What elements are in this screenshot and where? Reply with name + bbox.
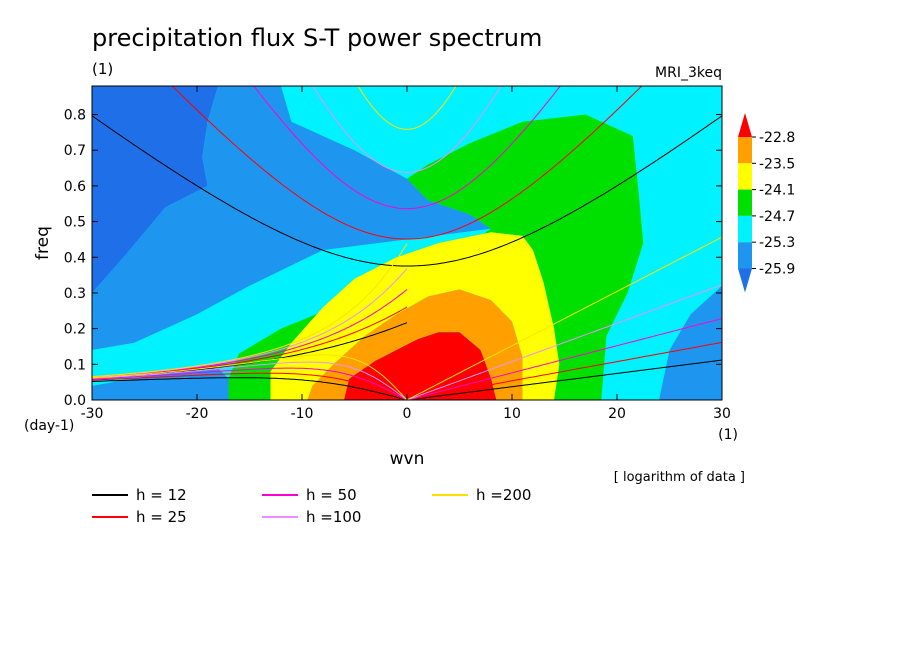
colorbar-box: [738, 242, 752, 269]
x-tick-label: 0: [403, 406, 412, 422]
dispersion-curve-h25-0: [406, 341, 722, 400]
legend-label-h25: h = 25: [136, 508, 187, 526]
contour-region-7: [270, 232, 560, 400]
chart-title: precipitation flux S-T power spectrum: [92, 24, 542, 52]
dispersion-curve-h25-1: [171, 86, 643, 240]
x-tick-label: -10: [291, 406, 314, 422]
dispersion-curve-h50-3: [92, 367, 408, 400]
dispersion-curves: [92, 86, 722, 400]
x-tick-label: 10: [503, 406, 521, 422]
colorbar-box: [738, 215, 752, 243]
contour-fills: [92, 86, 722, 400]
contour-region-1: [92, 86, 491, 350]
y-axis-label: freq: [33, 226, 53, 260]
x-tick-label: -20: [186, 406, 209, 422]
colorbar-label: -25.3: [759, 235, 795, 251]
chart-subtitle: (1): [92, 60, 113, 78]
y-tick-label: 0.5: [64, 215, 86, 231]
y-tick-label: 0.0: [64, 393, 86, 409]
model-label: MRI_3keq: [655, 65, 722, 81]
colorbar-label: -24.7: [759, 209, 795, 225]
colorbar-box: [738, 137, 752, 164]
colorbar-box: [738, 189, 752, 216]
dispersion-curve-h12-1: [92, 115, 722, 267]
legend: h = 12 h = 25 h = 50 h =100 h =200: [92, 486, 531, 526]
colorbar-label: -22.8: [759, 130, 795, 146]
y-tick-label: 0.8: [64, 108, 86, 124]
y-axis: 0.0 0.1 0.2 0.3 0.4 0.5 0.6 0.7 0.8: [64, 108, 722, 409]
dispersion-curve-h200-0: [406, 236, 722, 400]
contour-region-2: [92, 367, 229, 400]
y-unit-label: (day-1): [24, 418, 74, 434]
dispersion-curve-h200-2: [92, 243, 408, 378]
legend-label-h200: h =200: [476, 486, 531, 504]
dispersion-curve-h100-1: [312, 86, 502, 173]
dispersion-curve-h25-3: [92, 372, 408, 400]
dispersion-curve-h100-3: [92, 361, 408, 400]
x-axis-label: wvn: [390, 449, 425, 469]
colorbar-label: -23.5: [759, 156, 795, 172]
legend-label-h12: h = 12: [136, 486, 187, 504]
dispersion-curve-h12-0: [406, 359, 722, 400]
dispersion-curve-h200-1: [357, 86, 457, 130]
contour-region-3: [659, 285, 722, 400]
colorbar: -22.8 -23.5 -24.1 -24.7 -25.3 -25.9: [738, 113, 795, 293]
x-tick-label: -30: [81, 406, 104, 422]
colorbar-box: [738, 163, 752, 190]
y-tick-label: 0.1: [64, 357, 86, 373]
dispersion-curve-h12-3: [92, 377, 408, 400]
logarithm-note: [ logarithm of data ]: [614, 470, 745, 485]
x-tick-label: 20: [608, 406, 626, 422]
contour-region-9: [344, 332, 497, 400]
dispersion-curve-h50-0: [406, 318, 722, 400]
contour-region-4: [281, 86, 722, 400]
colorbar-bottom-triangle: [738, 268, 752, 293]
colorbar-label: -24.1: [759, 183, 795, 199]
y-tick-label: 0.2: [64, 322, 86, 338]
legend-label-h100: h =100: [306, 508, 361, 526]
dispersion-curve-h200-3: [92, 354, 408, 400]
y-tick-label: 0.6: [64, 179, 86, 195]
colorbar-label: -25.9: [759, 262, 795, 278]
y-tick-label: 0.4: [64, 250, 86, 266]
legend-label-h50: h = 50: [306, 486, 357, 504]
y-tick-label: 0.7: [64, 143, 86, 159]
colorbar-top-triangle: [738, 113, 752, 137]
x-unit-label: (1): [718, 427, 738, 443]
dispersion-curve-h100-0: [406, 284, 722, 400]
y-tick-label: 0.3: [64, 286, 86, 302]
x-axis: -30 -20 -10 0 10 20 30: [81, 86, 731, 422]
contour-region-8: [307, 289, 523, 400]
dispersion-curve-h50-1: [253, 86, 561, 210]
x-tick-label: 30: [713, 406, 731, 422]
